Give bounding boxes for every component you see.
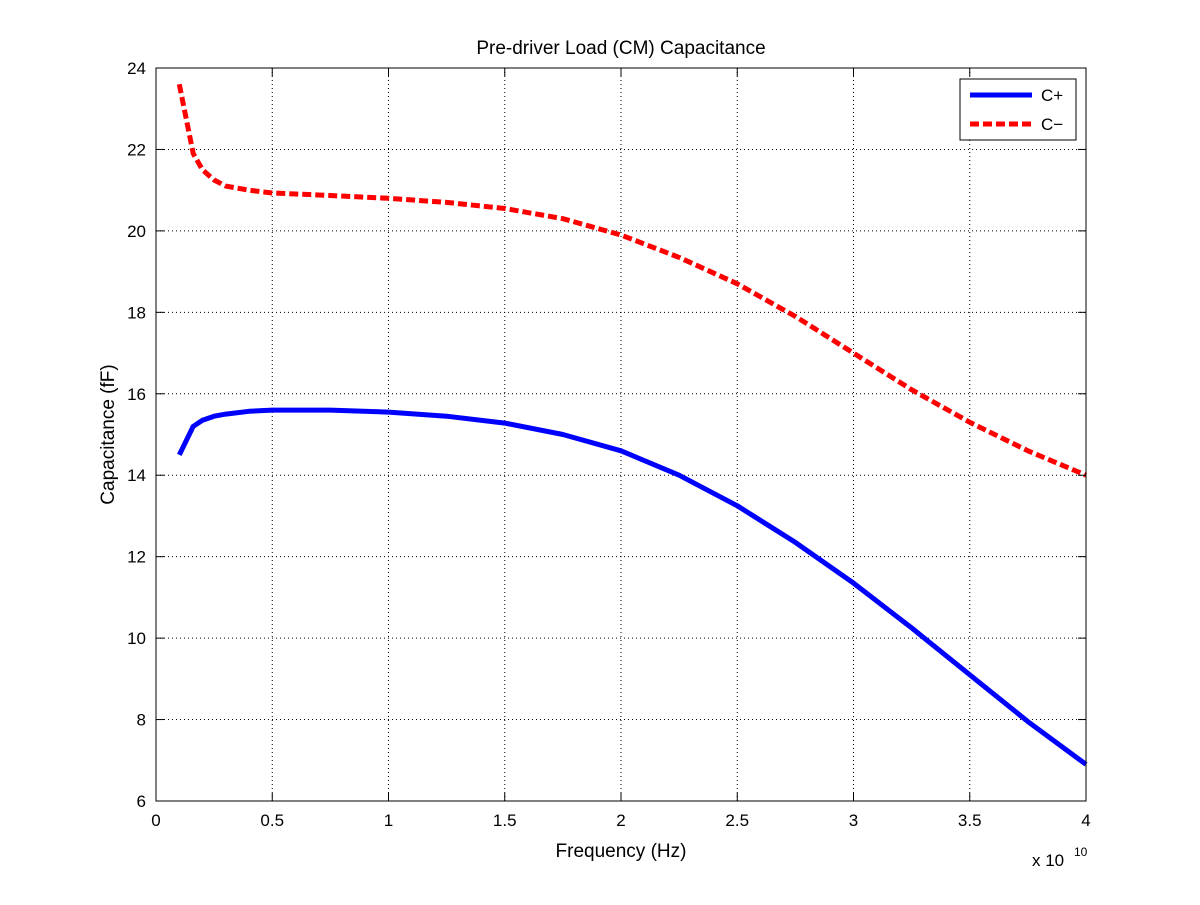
x-multiplier-exponent: 10 [1074, 845, 1088, 859]
x-axis-label: Frequency (Hz) [556, 841, 687, 862]
x-tick-label: 3 [849, 811, 858, 830]
y-tick-label: 24 [127, 59, 146, 78]
series-line-c-plus [177, 407, 1088, 767]
data-series [176, 83, 1088, 767]
y-tick-label: 8 [137, 711, 146, 730]
y-axis-label: Capacitance (fF) [98, 364, 119, 504]
y-tick-label: 10 [127, 629, 146, 648]
plot-area [156, 68, 1086, 801]
y-tick-label: 20 [127, 222, 146, 241]
x-tick-label: 1 [384, 811, 393, 830]
legend: C+ C− [959, 78, 1077, 141]
y-tick-label: 22 [127, 140, 146, 159]
legend-label-c-plus: C+ [1041, 86, 1063, 105]
x-tick-label: 3.5 [958, 811, 982, 830]
x-tick-label: 1.5 [493, 811, 517, 830]
y-tick-label: 12 [127, 548, 146, 567]
x-multiplier-label: x 10 [1032, 851, 1064, 870]
x-tick-label: 0 [151, 811, 160, 830]
legend-box [959, 78, 1077, 141]
y-tick-label: 14 [127, 466, 146, 485]
x-tick-label: 2.5 [725, 811, 749, 830]
x-tick-label: 4 [1081, 811, 1090, 830]
x-tick-label: 2 [616, 811, 625, 830]
legend-label-c-minus: C− [1041, 115, 1063, 134]
x-tick-label: 0.5 [260, 811, 284, 830]
series-line-c-minus [176, 83, 1087, 478]
chart-title: Pre-driver Load (CM) Capacitance [476, 38, 765, 59]
y-tick-label: 16 [127, 385, 146, 404]
y-tick-label: 6 [137, 792, 146, 811]
grid-lines [156, 68, 1086, 801]
y-tick-label: 18 [127, 303, 146, 322]
axis-ticks: 0 0.5 1 1.5 2 2.5 3 3.5 4 6 8 10 12 14 16 18 20 22 24 [127, 59, 1091, 830]
